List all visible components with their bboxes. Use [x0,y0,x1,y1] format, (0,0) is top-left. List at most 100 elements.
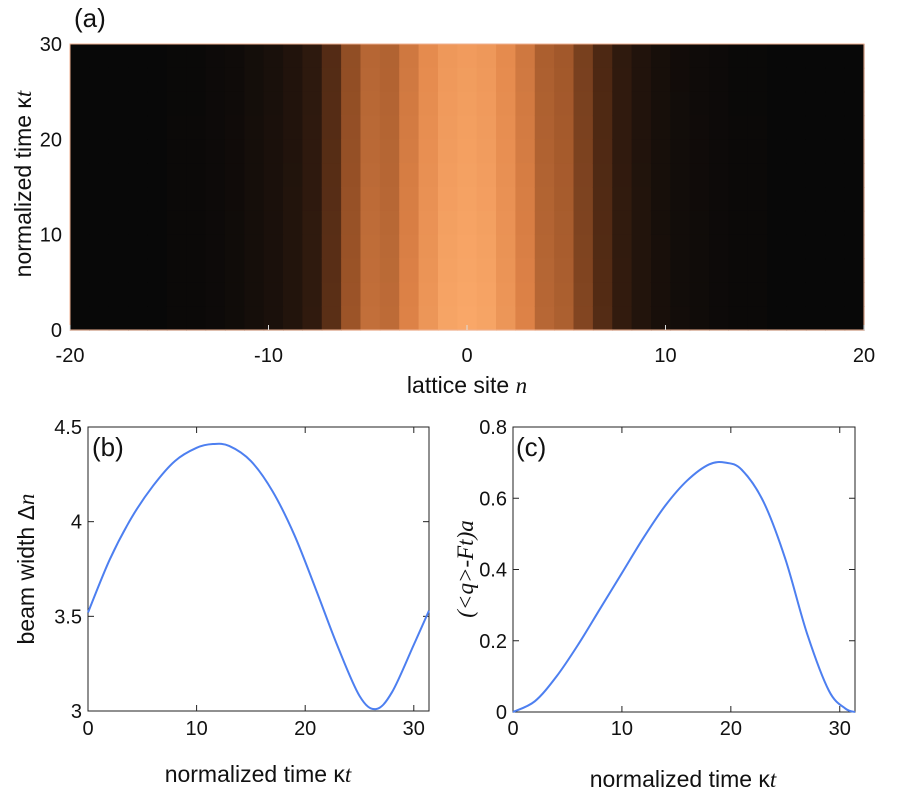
heatmap-cell [767,115,788,140]
heatmap-cell [496,210,517,236]
heatmap-cell [457,187,478,212]
heatmap-cell [786,115,807,140]
heatmap-cell [128,187,149,212]
heatmap-cell [767,258,788,283]
heatmap-cell [418,67,439,93]
heatmap-cell [825,67,846,93]
heatmap-cell [70,139,90,164]
heatmap-cell [709,115,730,140]
heatmap-cell [554,187,575,212]
heatmap-cell [399,91,420,117]
heatmap-cell [825,44,846,69]
heatmap-cell [844,282,865,307]
heatmap-cell [379,306,400,331]
heatmap-cell [263,139,284,164]
y-tick-label: 0.4 [479,560,507,582]
heatmap-cell [302,139,323,164]
heatmap-cell [592,163,613,188]
heatmap-cell [825,163,846,188]
heatmap-cell [457,234,478,260]
heatmap-cell [437,163,458,188]
heatmap-cell [786,163,807,188]
heatmap-cell [128,91,149,117]
heatmap-cell [650,187,671,212]
y-tick-label: 3 [71,701,82,723]
heatmap-cell [631,187,652,212]
heatmap-cell [205,139,226,164]
heatmap-cell [612,234,633,260]
heatmap-cell [612,306,633,331]
heatmap-cell [244,91,265,117]
heatmap-cell [186,91,207,117]
heatmap-cell [728,44,749,69]
heatmap-cell [786,282,807,307]
heatmap-cell [186,187,207,212]
heatmap-cell [283,282,303,307]
heatmap-cell [476,187,497,212]
heatmap-cell [244,163,265,188]
heatmap-cell [437,44,458,69]
heatmap-cell [515,187,536,212]
plot-b-x-label: normalized time κt [165,761,352,787]
heatmap-cell [321,258,342,283]
heatmap-cell [70,163,90,188]
heatmap-cell [437,187,458,212]
heatmap-cell [360,91,381,117]
heatmap-cell [70,44,90,69]
heatmap-cell [573,306,594,331]
heatmap-cell [186,163,207,188]
heatmap-cell [341,258,362,283]
heatmap-cell [650,163,671,188]
heatmap-cell [554,234,575,260]
heatmap-cell [496,282,517,307]
heatmap-cell [263,91,284,117]
heatmap-cell [399,44,420,69]
heatmap-cell [573,187,594,212]
heatmap-cell [747,91,768,117]
heatmap-cell [728,187,749,212]
heatmap-cell [89,115,110,140]
heatmap-cell [728,91,749,117]
heatmap-cell [205,115,226,140]
heatmap-cell [631,44,652,69]
heatmap-cell [89,163,110,188]
y-tick-label: 0.2 [479,631,507,653]
heatmap-cell [767,234,788,260]
heatmap-cell [457,67,478,93]
heatmap-cell [244,115,265,140]
heatmap-cell [341,115,362,140]
heatmap-cell [399,210,420,236]
heatmap-cell [767,91,788,117]
heatmap-cell [496,234,517,260]
heatmap-cell [709,139,730,164]
heatmap-cell [515,139,536,164]
heatmap-cell [631,282,652,307]
heatmap-x-tick-label: 10 [654,345,676,367]
heatmap-cell [650,210,671,236]
heatmap-cell [147,306,168,331]
heatmap-cell [321,91,342,117]
heatmap-cell [747,163,768,188]
heatmap-cell [747,210,768,236]
heatmap-cell [147,234,168,260]
heatmap-cell [437,258,458,283]
heatmap-cell [166,258,187,283]
heatmap-cell [554,91,575,117]
heatmap-cell [457,139,478,164]
heatmap-cell [728,306,749,331]
heatmap-cell [205,282,226,307]
heatmap-cell [709,234,730,260]
heatmap-cell [379,115,400,140]
heatmap-cell [709,67,730,93]
heatmap-cell [108,282,129,307]
heatmap-cell [283,115,303,140]
heatmap-cell [612,139,633,164]
heatmap-cell [728,67,749,93]
heatmap-cell [747,306,768,331]
heatmap-cell [573,67,594,93]
heatmap-cell [437,282,458,307]
heatmap-cell [689,139,710,164]
panel-label-b: (b) [92,432,124,462]
heatmap-cell [747,115,768,140]
heatmap-cell [418,258,439,283]
